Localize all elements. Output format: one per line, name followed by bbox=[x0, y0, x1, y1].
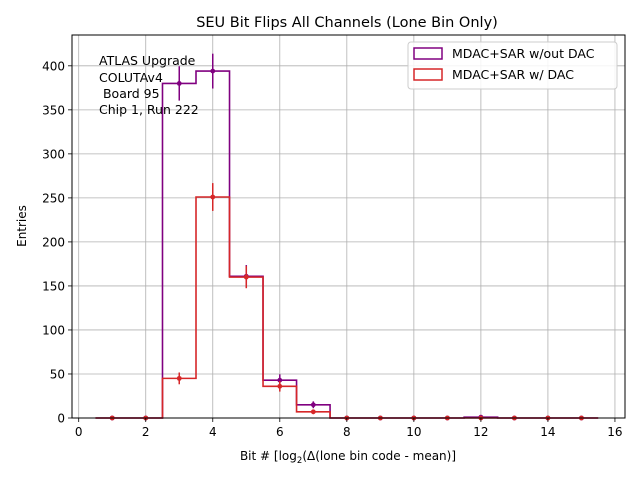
legend-swatch-series-2 bbox=[413, 68, 443, 81]
x-axis-label: Bit # [log2(Δ(lone bin code - mean)] bbox=[240, 449, 456, 466]
series-1-point bbox=[210, 68, 216, 74]
annotation-line-1: ATLAS Upgrade bbox=[99, 53, 196, 68]
legend-label-series-1: MDAC+SAR w/out DAC bbox=[452, 46, 595, 61]
x-tick-label: 4 bbox=[209, 425, 217, 439]
legend-frame bbox=[407, 41, 618, 90]
y-tick-label: 300 bbox=[42, 147, 65, 161]
x-tick-label: 12 bbox=[473, 425, 488, 439]
y-tick-label: 100 bbox=[42, 323, 65, 337]
series-2-point bbox=[210, 194, 216, 200]
legend-label-series-2: MDAC+SAR w/ DAC bbox=[452, 67, 574, 82]
y-tick-label: 50 bbox=[50, 367, 65, 381]
y-tick-label: 200 bbox=[42, 235, 65, 249]
series-2-point bbox=[243, 274, 249, 280]
x-tick-label: 14 bbox=[540, 425, 555, 439]
x-tick-label: 2 bbox=[142, 425, 150, 439]
series-2-point bbox=[176, 375, 182, 381]
series-1-point bbox=[176, 81, 182, 86]
legend: MDAC+SAR w/out DAC MDAC+SAR w/ DAC bbox=[407, 41, 618, 90]
chart-title: SEU Bit Flips All Channels (Lone Bin Onl… bbox=[196, 15, 498, 31]
x-tick-label: 10 bbox=[406, 425, 421, 439]
series-1-point bbox=[277, 377, 283, 383]
series-2-point bbox=[310, 409, 316, 415]
y-tick-label: 250 bbox=[42, 191, 65, 205]
series-2-point bbox=[277, 383, 283, 389]
x-tick-label: 16 bbox=[607, 425, 622, 439]
annotation-line-2: COLUTAv4 bbox=[99, 70, 163, 85]
y-axis: 0 50 100 150 200 250 300 350 400 bbox=[42, 59, 72, 426]
legend-swatch-series-1 bbox=[413, 47, 443, 60]
y-tick-label: 350 bbox=[42, 103, 65, 117]
grid bbox=[72, 35, 625, 419]
x-tick-label: 0 bbox=[75, 425, 83, 439]
plot-frame bbox=[71, 34, 626, 419]
annotation: ATLAS Upgrade COLUTAv4 Board 95 Chip 1, … bbox=[99, 53, 199, 117]
annotation-line-3: Board 95 bbox=[99, 86, 160, 101]
x-axis: 0 2 4 6 8 10 12 14 16 bbox=[75, 418, 623, 439]
y-tick-label: 400 bbox=[42, 59, 65, 73]
x-tick-label: 8 bbox=[343, 425, 351, 439]
y-tick-label: 0 bbox=[57, 412, 65, 426]
y-axis-label: Entries bbox=[15, 205, 29, 247]
series-1-point bbox=[310, 402, 316, 408]
x-tick-label: 6 bbox=[276, 425, 284, 439]
annotation-line-4: Chip 1, Run 222 bbox=[99, 102, 199, 117]
y-tick-label: 150 bbox=[42, 279, 65, 293]
